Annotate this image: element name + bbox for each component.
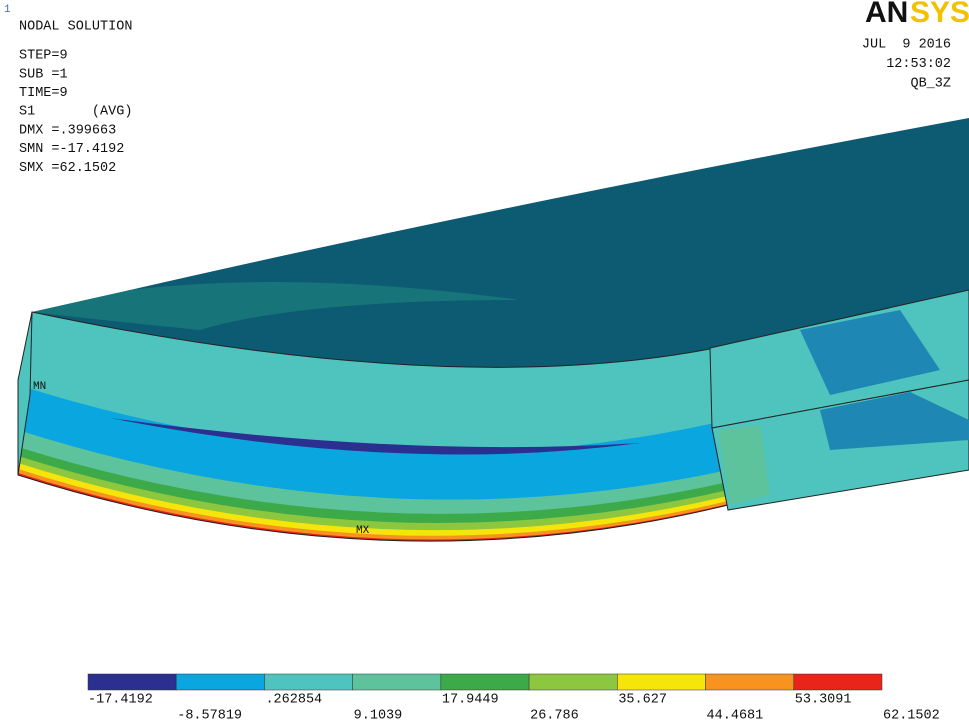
legend-label: 35.627 — [618, 693, 667, 708]
top-surface — [32, 118, 969, 395]
top-surface-shade — [32, 282, 520, 330]
legend-label: -8.57819 — [177, 709, 242, 724]
info-line: NODAL SOLUTION — [19, 20, 132, 35]
right-patch — [718, 425, 770, 505]
legend-swatch — [440, 673, 530, 691]
legend-label: .262854 — [265, 693, 322, 708]
legend-swatch — [528, 673, 618, 691]
logo-sys: SYS — [910, 0, 969, 29]
legend-swatch — [352, 673, 442, 691]
legend-label: 44.4681 — [707, 709, 764, 724]
legend-swatch — [617, 673, 706, 691]
info-line: SUB =1 — [19, 67, 68, 82]
info-line: TIME=9 — [19, 86, 68, 101]
legend-label: -17.4192 — [88, 693, 153, 708]
min-marker: MN — [33, 381, 46, 393]
legend-label: 53.3091 — [795, 693, 852, 708]
legend-swatch — [175, 673, 265, 691]
info-line: SMX =62.1502 — [19, 161, 116, 176]
right-patch — [820, 392, 969, 450]
stamp-line: JUL 9 2016 — [862, 38, 951, 53]
stamp-line: 12:53:02 — [886, 57, 951, 72]
legend-label: 17.9449 — [442, 693, 499, 708]
legend-swatch — [793, 673, 883, 691]
legend-label: 9.1039 — [354, 709, 403, 724]
stamp-block: JUL 9 2016 12:53:02 QB_3Z — [862, 38, 951, 92]
legend-label: 26.786 — [530, 709, 579, 724]
legend-swatch — [264, 673, 353, 691]
right-patch — [800, 310, 940, 395]
end-face — [17, 311, 33, 476]
info-line: DMX =.399663 — [19, 123, 116, 138]
legend-label: 62.1502 — [883, 709, 940, 724]
front-face — [18, 312, 728, 542]
logo-an: AN — [865, 0, 908, 29]
legend-swatch — [87, 673, 177, 691]
legend-swatch — [705, 673, 795, 691]
viewport-number: 1 — [4, 4, 11, 16]
info-line: STEP=9 — [19, 49, 68, 64]
legend: -17.4192 -8.57819 .262854 9.1039 17.9449 26.7… — [87, 673, 940, 724]
info-block: NODAL SOLUTION STEP=9 SUB =1 TIME=9 S1 (AVG)… — [19, 20, 132, 176]
max-marker: MX — [356, 525, 370, 537]
stamp-line: QB_3Z — [910, 77, 951, 92]
info-line: S1 (AVG) — [19, 105, 132, 120]
info-line: SMN =-17.4192 — [19, 142, 124, 157]
